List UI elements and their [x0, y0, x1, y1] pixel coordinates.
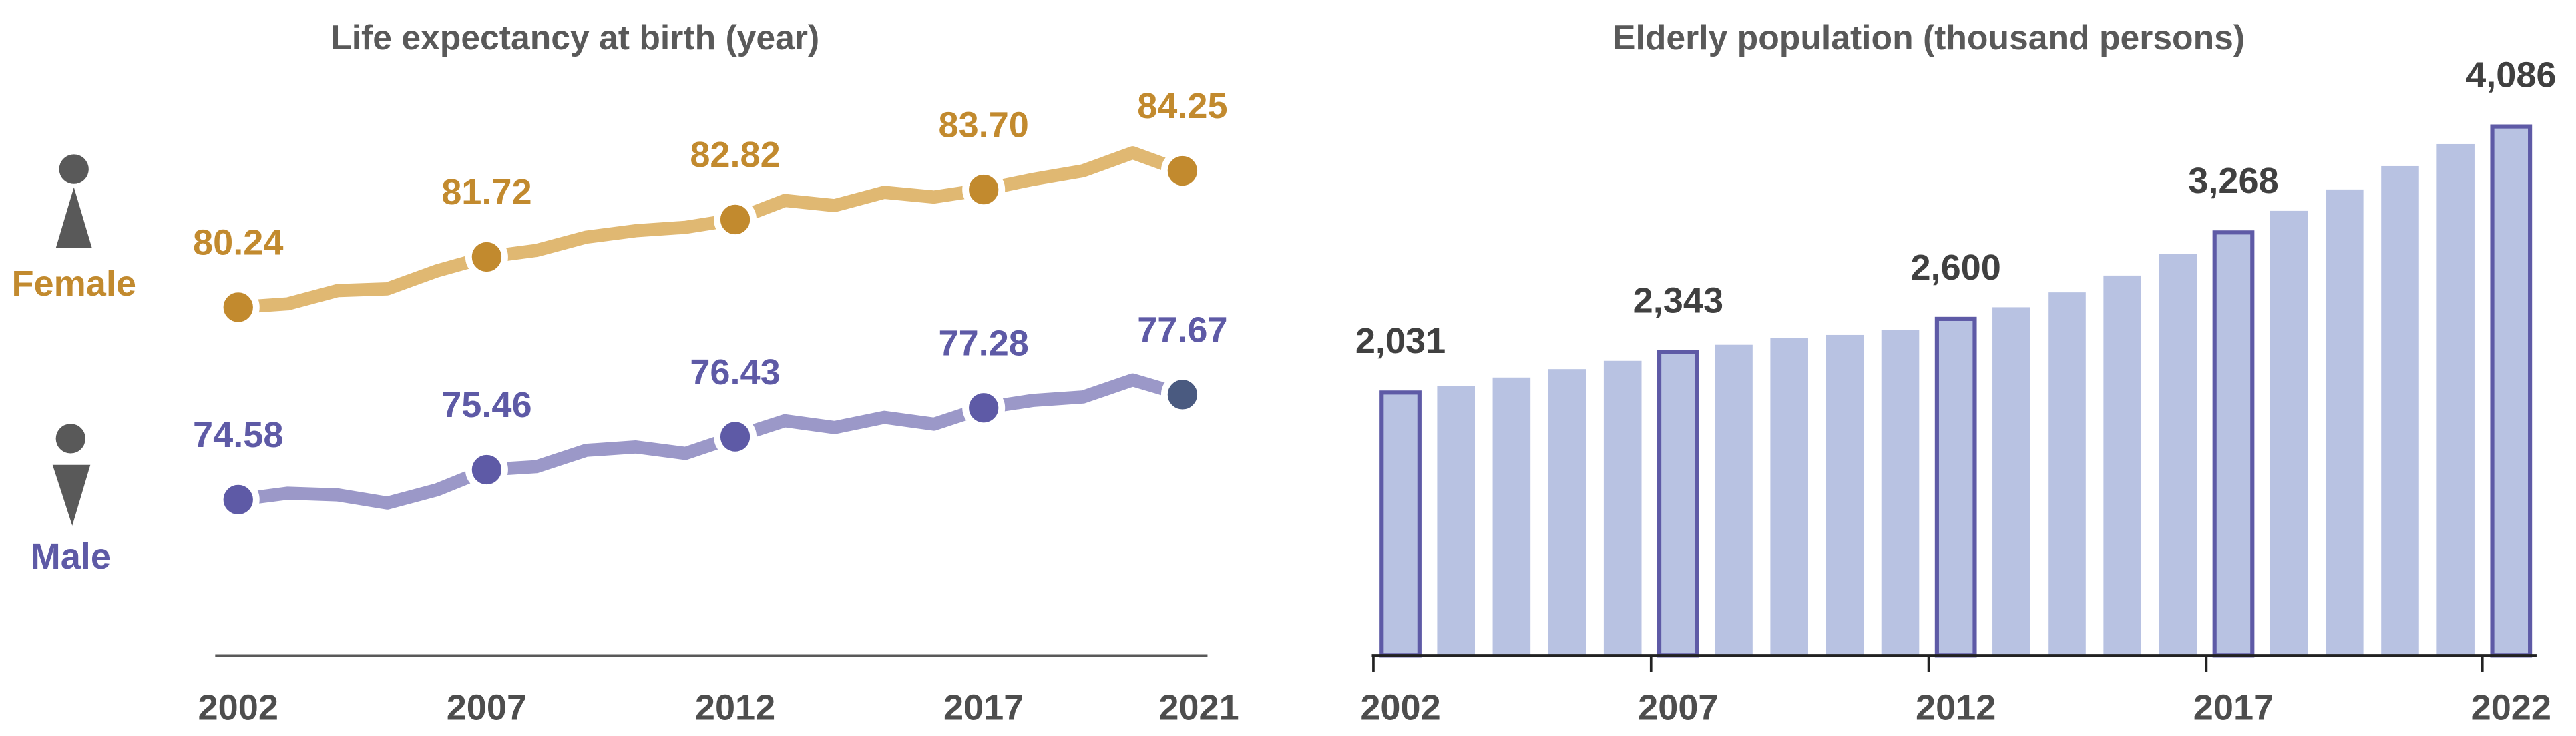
bar-2016	[2159, 254, 2197, 656]
bar-2004	[1492, 377, 1531, 656]
bar-2021	[2436, 143, 2475, 656]
bar-2006	[1603, 360, 1642, 656]
bar-x-tick-2007: 2007	[1638, 687, 1718, 727]
bar-2005	[1548, 369, 1586, 656]
bar-2010	[1826, 334, 1864, 656]
male-value-label-2021: 77.67	[1137, 310, 1227, 350]
male-value-label-2017: 77.28	[938, 323, 1028, 363]
life-x-tick-2021: 2021	[1158, 687, 1239, 727]
male-point-2012	[714, 415, 757, 458]
bar-2022	[2490, 124, 2533, 658]
female-legend-label: Female	[11, 264, 136, 304]
bar-value-label-2002: 2,031	[1355, 321, 1446, 361]
bar-2019	[2326, 189, 2364, 656]
female-point-2002	[216, 286, 260, 329]
male-value-label-2002: 74.58	[193, 415, 283, 455]
bar-2008	[1715, 344, 1753, 656]
male-point-2021	[1160, 373, 1204, 416]
life-x-tick-2007: 2007	[447, 687, 527, 727]
bar-value-label-2007: 2,343	[1633, 281, 1723, 321]
bar-x-tick-2012: 2012	[1916, 687, 1996, 727]
female-value-label-2012: 82.82	[690, 135, 780, 175]
female-value-label-2021: 84.25	[1137, 86, 1227, 126]
bar-x-tick-2017: 2017	[2193, 687, 2274, 727]
male-point-2007	[465, 448, 508, 492]
bar-2017	[2212, 230, 2255, 658]
male-figure-icon	[52, 424, 91, 526]
bar-x-tick-2022: 2022	[2471, 687, 2551, 727]
bar-2015	[2103, 275, 2141, 656]
bar-2012	[1934, 316, 1977, 658]
bar-value-label-2022: 4,086	[2466, 55, 2556, 95]
male-point-2017	[962, 386, 1006, 430]
female-point-2017	[962, 168, 1006, 212]
bar-2003	[1437, 386, 1476, 656]
elderly-population-title: Elderly population (thousand persons)	[1613, 18, 2245, 57]
bar-2014	[2048, 292, 2086, 656]
bar-2002	[1379, 390, 1422, 658]
life-x-tick-2017: 2017	[943, 687, 1024, 727]
male-value-label-2012: 76.43	[690, 352, 780, 392]
bar-x-tick-2002: 2002	[1360, 687, 1440, 727]
life-x-tick-2002: 2002	[198, 687, 278, 727]
male-point-2002	[216, 478, 260, 521]
female-value-label-2007: 81.72	[441, 172, 531, 212]
bar-value-label-2017: 3,268	[2188, 161, 2278, 201]
bar-value-label-2012: 2,600	[1910, 248, 2000, 288]
bar-2007	[1657, 350, 1699, 658]
female-value-label-2017: 83.70	[938, 105, 1028, 145]
life-x-tick-2012: 2012	[695, 687, 775, 727]
female-figure-icon	[55, 154, 92, 248]
female-point-2021	[1160, 149, 1204, 193]
male-legend-label: Male	[31, 536, 111, 577]
life-expectancy-title: Life expectancy at birth (year)	[331, 18, 819, 57]
bar-2018	[2270, 210, 2308, 656]
female-point-2007	[465, 235, 508, 278]
bar-2020	[2381, 165, 2419, 656]
bar-2013	[1992, 307, 2030, 656]
female-series-line	[238, 146, 1185, 314]
bar-2011	[1881, 330, 1920, 656]
male-value-label-2007: 75.46	[441, 385, 531, 425]
female-value-label-2002: 80.24	[193, 223, 283, 263]
bar-2009	[1770, 338, 1808, 656]
male-series-line	[237, 373, 1185, 510]
female-point-2012	[714, 198, 757, 241]
